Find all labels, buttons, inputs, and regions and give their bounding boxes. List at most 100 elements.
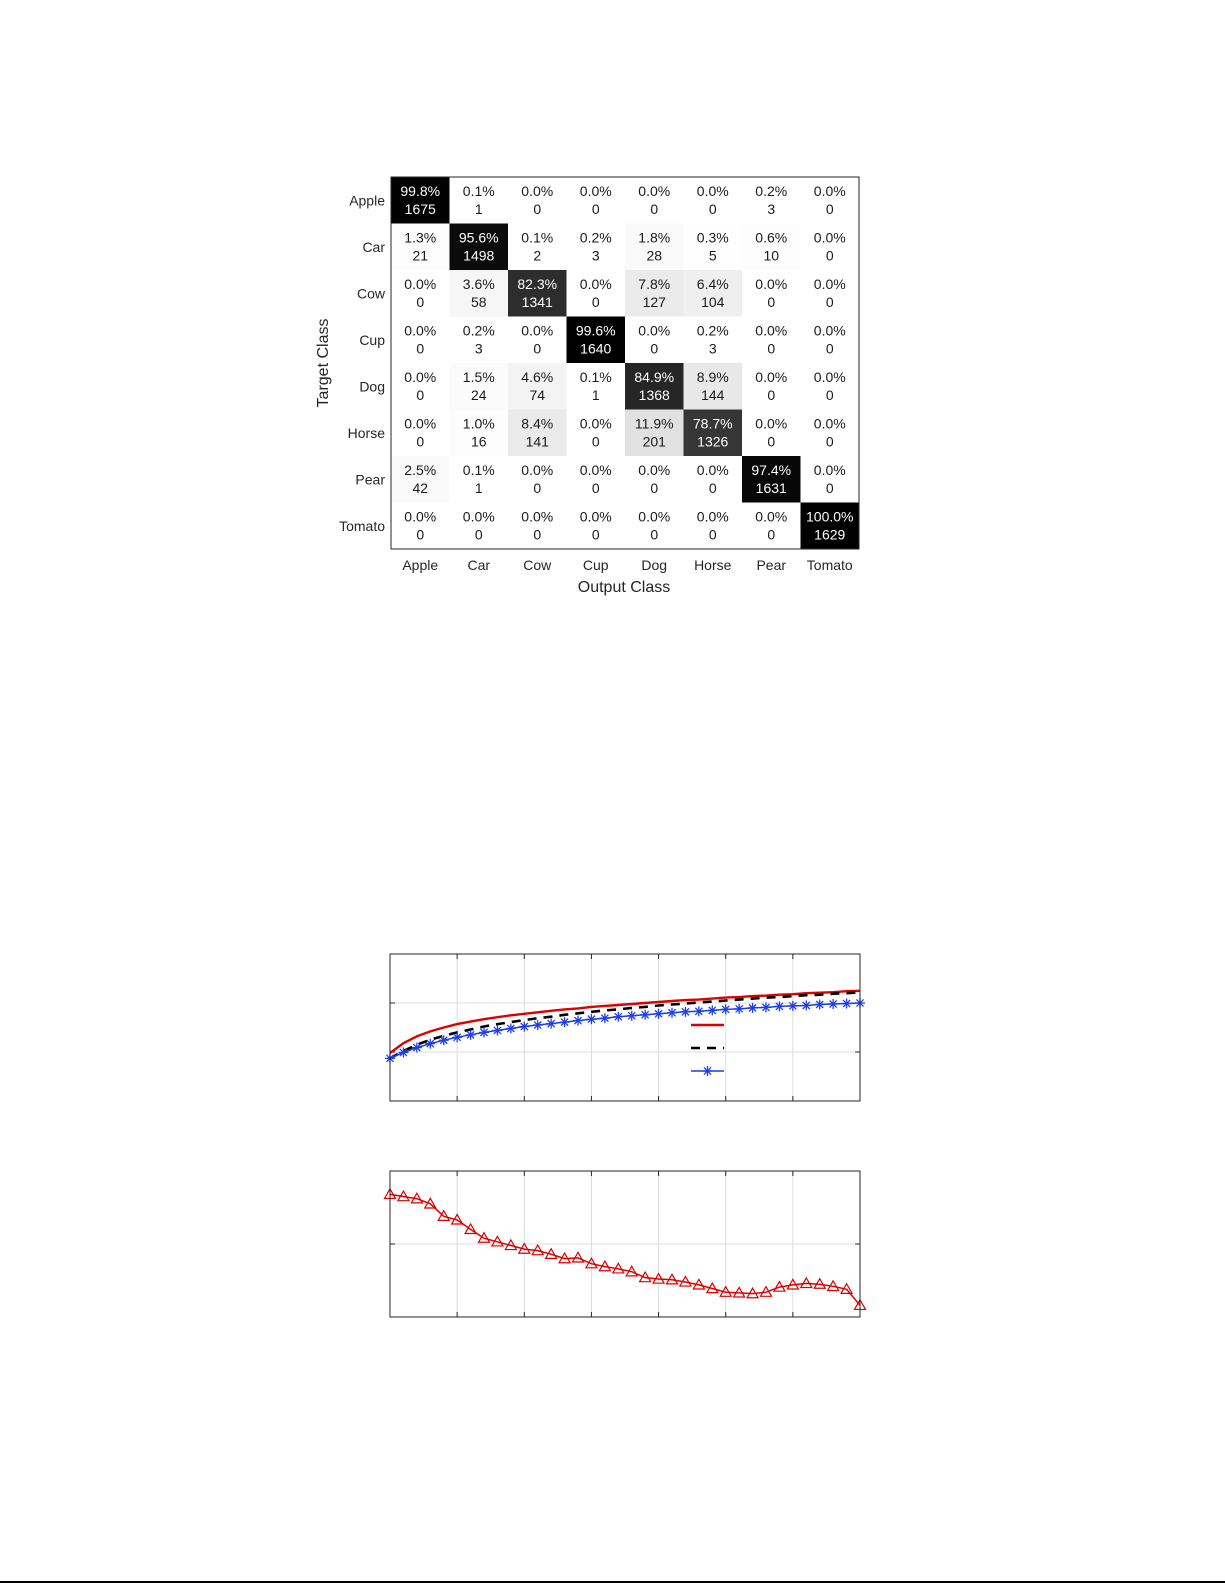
cm-cell <box>508 502 567 549</box>
cm-cell-percent: 82.3% <box>517 276 557 292</box>
cm-cell-count: 5 <box>709 248 717 264</box>
series-marker-triangle <box>504 1238 518 1251</box>
cm-cell-count: 1640 <box>580 341 611 357</box>
series-marker-triangle <box>544 1247 558 1259</box>
cm-cell-count: 0 <box>767 527 775 543</box>
cm-cell <box>449 316 508 363</box>
cm-cell-percent: 0.0% <box>814 323 846 339</box>
cm-cell-count: 1629 <box>814 527 845 543</box>
cm-cell <box>742 409 801 456</box>
cm-cell <box>683 502 742 549</box>
cm-cell <box>508 363 567 410</box>
series-marker-asterisk <box>747 1002 758 1013</box>
confusion-matrix-x-ticks: Apple Car Cow Cup Dog Horse Pear Tomato <box>402 557 853 573</box>
cm-cell-percent: 0.0% <box>755 323 787 339</box>
cm-cell-count: 1341 <box>522 294 553 310</box>
cm-cell-percent: 6.4% <box>697 276 729 292</box>
series-marker-triangle <box>772 1280 786 1292</box>
cm-cell-percent: 0.0% <box>697 462 729 478</box>
cm-cell-count: 0 <box>533 527 541 543</box>
series-marker-asterisk <box>761 1002 771 1013</box>
cm-cell-percent: 0.0% <box>521 323 553 339</box>
cm-cell-percent: 0.0% <box>697 509 729 525</box>
series-marker-asterisk <box>479 1027 489 1038</box>
series-marker-triangle <box>490 1235 504 1247</box>
cm-cell <box>683 223 742 270</box>
series-marker-asterisk <box>559 1017 570 1028</box>
cm-cell-percent: 11.9% <box>635 416 674 432</box>
cm-cell <box>800 409 859 456</box>
cm-cell-count: 0 <box>592 201 600 217</box>
series-marker-asterisk <box>519 1021 530 1032</box>
y-tick-label: Horse <box>348 425 386 441</box>
cm-cell-percent: 0.0% <box>814 230 846 246</box>
cm-cell <box>449 456 508 503</box>
confusion-matrix-y-ticks: Apple Car Cow Cup Dog Horse Pear Tomato <box>339 192 386 534</box>
cm-cell-count: 0 <box>650 480 658 496</box>
cm-cell <box>625 363 684 410</box>
cm-cell <box>508 270 567 317</box>
y-tick-label: Apple <box>349 192 385 208</box>
series-marker-triangle <box>584 1257 598 1269</box>
cm-cell-percent: 99.6% <box>576 323 616 339</box>
cm-cell <box>742 223 801 270</box>
cm-cell <box>683 270 742 317</box>
cm-cell-percent: 0.0% <box>463 509 495 525</box>
series-marker-asterisk <box>680 1006 691 1017</box>
line-chart-bottom <box>383 1170 867 1318</box>
series-marker-triangle <box>558 1251 572 1264</box>
cm-cell-percent: 1.5% <box>463 369 495 385</box>
cm-cell <box>391 316 450 363</box>
line-chart-bottom-grid <box>390 1171 860 1317</box>
cm-cell-percent: 0.2% <box>463 323 495 339</box>
cm-cell-count: 0 <box>826 341 834 357</box>
cm-cell-percent: 97.4% <box>751 462 791 478</box>
cm-cell-percent: 0.0% <box>580 462 612 478</box>
line-chart-top <box>385 953 865 1102</box>
cm-cell-count: 201 <box>643 434 667 450</box>
cm-cell-percent: 100.0% <box>806 509 853 525</box>
cm-cell-percent: 0.0% <box>404 509 436 525</box>
cm-cell-percent: 0.0% <box>521 183 553 199</box>
cm-cell-percent: 0.1% <box>463 183 495 199</box>
cm-cell-percent: 1.0% <box>463 416 495 432</box>
series-marker-asterisk <box>841 998 852 1009</box>
page-bottom-rule <box>0 1581 1225 1583</box>
series-marker-asterisk <box>546 1018 557 1029</box>
cm-cell-percent: 0.1% <box>580 369 612 385</box>
cm-cell <box>566 177 625 224</box>
cm-cell <box>625 270 684 317</box>
x-axis-label: Output Class <box>578 579 670 596</box>
cm-cell <box>625 223 684 270</box>
cm-cell-count: 28 <box>646 248 662 264</box>
cm-cell <box>449 409 508 456</box>
series-marker-triangle <box>719 1285 733 1297</box>
series-marker-triangle <box>531 1243 545 1256</box>
series-marker-triangle <box>396 1189 410 1202</box>
series-marker-asterisk <box>774 1001 785 1012</box>
cm-cell-count: 0 <box>650 341 658 357</box>
cm-cell-count: 0 <box>709 201 717 217</box>
cm-cell-percent: 0.2% <box>580 230 612 246</box>
series-marker-triangle <box>840 1282 854 1294</box>
cm-cell-count: 1368 <box>639 387 670 403</box>
series-marker-asterisk <box>425 1038 436 1049</box>
series-marker-triangle <box>464 1222 478 1235</box>
series-marker-triangle <box>746 1286 760 1299</box>
cm-cell-percent: 0.3% <box>697 230 729 246</box>
cm-cell-percent: 0.0% <box>697 183 729 199</box>
cm-cell-count: 0 <box>650 201 658 217</box>
series-marker-triangle <box>625 1265 639 1277</box>
cm-cell <box>449 502 508 549</box>
cm-cell-percent: 1.8% <box>638 230 670 246</box>
series-marker-asterisk <box>787 1000 798 1011</box>
series-marker-asterisk <box>640 1009 651 1020</box>
cm-cell <box>742 270 801 317</box>
series-marker-asterisk <box>599 1013 610 1024</box>
cm-cell-count: 3 <box>592 248 600 264</box>
y-tick-label: Dog <box>359 378 385 394</box>
cm-cell <box>625 456 684 503</box>
cm-cell <box>391 363 450 410</box>
cm-cell-percent: 0.0% <box>638 462 670 478</box>
series-line <box>389 1002 861 1060</box>
